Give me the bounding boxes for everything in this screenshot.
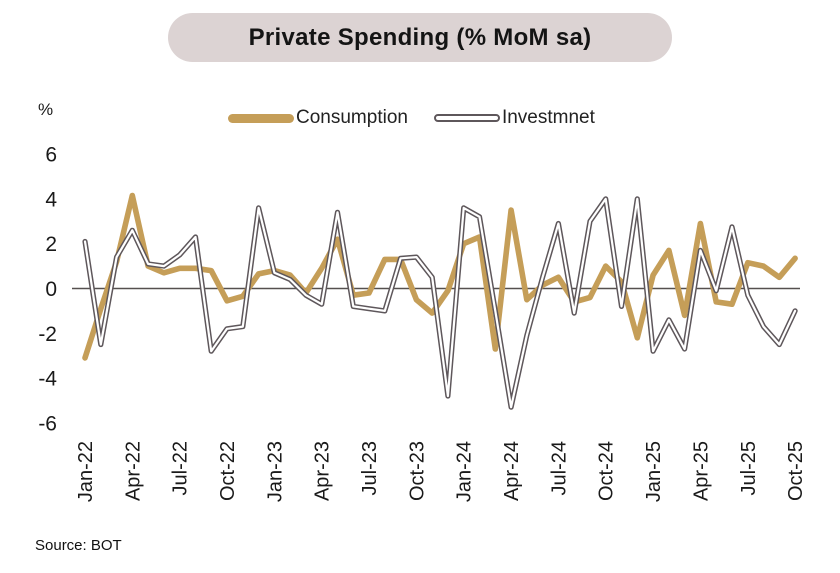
y-tick-label: 4 bbox=[45, 188, 57, 211]
x-tick-label: Jul-22 bbox=[170, 441, 192, 495]
investment-line-swatch-icon bbox=[433, 114, 500, 122]
x-tick-label: Oct-22 bbox=[217, 441, 239, 501]
x-tick-label: Apr-25 bbox=[690, 441, 712, 501]
x-tick-label: Jul-24 bbox=[548, 441, 570, 495]
y-tick-label: 0 bbox=[45, 278, 57, 301]
x-tick-label: Oct-25 bbox=[785, 441, 807, 501]
investment-legend-label: Investmnet bbox=[501, 107, 595, 128]
y-tick-label: 2 bbox=[45, 233, 57, 256]
x-tick-label: Apr-23 bbox=[312, 441, 334, 501]
consumption-line-swatch-icon bbox=[228, 113, 294, 123]
source-note: Source: BOT bbox=[35, 537, 122, 554]
consumption-legend-label: Consumption bbox=[296, 107, 408, 128]
x-tick-label: Jul-25 bbox=[738, 441, 760, 495]
x-tick-label: Oct-23 bbox=[406, 441, 428, 501]
x-tick-label: Jul-23 bbox=[359, 441, 381, 495]
x-tick-label: Apr-22 bbox=[122, 441, 144, 501]
x-tick-label: Jan-23 bbox=[264, 441, 286, 502]
consumption-line bbox=[82, 192, 798, 361]
investment-line-core bbox=[83, 197, 797, 409]
legend-item-investment: Investmnet bbox=[433, 107, 595, 129]
y-tick-label: 6 bbox=[45, 144, 57, 167]
x-tick-label: Jan-22 bbox=[75, 441, 97, 502]
chart-legend: Consumption Investmnet bbox=[228, 104, 595, 132]
y-axis-unit-label: % bbox=[38, 100, 54, 119]
y-tick-label: -2 bbox=[38, 323, 57, 346]
y-tick-label: -4 bbox=[38, 368, 57, 391]
chart-title: Private Spending (% MoM sa) bbox=[248, 23, 592, 51]
legend-item-consumption: Consumption bbox=[228, 107, 408, 129]
y-tick-label: -6 bbox=[38, 412, 57, 435]
x-tick-label: Oct-24 bbox=[596, 441, 618, 501]
chart-title-pill: Private Spending (% MoM sa) bbox=[168, 13, 672, 62]
x-tick-label: Jan-25 bbox=[643, 441, 665, 502]
x-tick-label: Apr-24 bbox=[501, 441, 523, 501]
x-tick-label: Jan-24 bbox=[454, 441, 476, 502]
